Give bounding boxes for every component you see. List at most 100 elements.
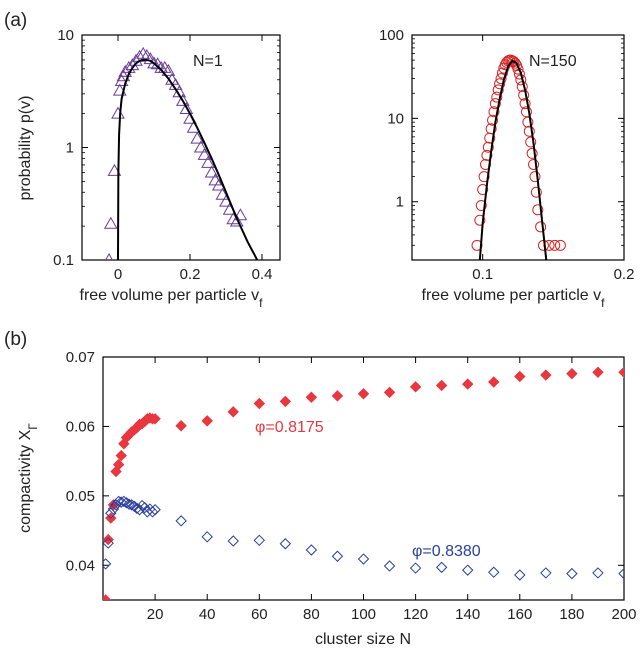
data-point-circle <box>523 125 535 137</box>
data-point-triangle <box>193 140 208 153</box>
data-point-triangle <box>175 93 190 106</box>
x-tick-label: 180 <box>559 606 584 623</box>
data-point-circle <box>495 73 507 85</box>
data-point-diamond-open <box>331 550 344 562</box>
panel-label-a: (a) <box>4 10 27 31</box>
data-point-diamond-open <box>305 544 318 556</box>
data-point-circle <box>487 114 499 126</box>
x-tick-label: 40 <box>199 606 216 623</box>
data-point-diamond-open <box>253 534 266 546</box>
data-point-diamond-open <box>115 496 127 508</box>
x-tick-label: 140 <box>455 606 480 623</box>
data-point-diamond-filled <box>103 533 114 546</box>
data-point-diamond-open <box>540 567 552 579</box>
data-point-triangle <box>104 252 114 260</box>
data-point-circle <box>554 239 566 251</box>
data-point-triangle <box>157 60 172 73</box>
plot-area <box>103 366 624 600</box>
data-point-circle <box>525 136 537 148</box>
data-point-circle <box>492 84 504 96</box>
data-point-diamond-open <box>201 531 213 543</box>
x-axis-label-subscript: f <box>259 296 263 310</box>
series-label: φ=0.8380 <box>412 543 481 560</box>
data-point-diamond-open <box>118 495 130 508</box>
data-point-diamond-open <box>618 567 624 580</box>
data-point-diamond-open <box>409 562 422 574</box>
x-axis-label: free volume per particle vf <box>80 287 264 310</box>
data-point-diamond-open <box>103 558 112 570</box>
x-tick-label: 200 <box>611 606 636 623</box>
series-label: φ=0.8175 <box>255 419 324 436</box>
data-point-diamond-open <box>227 535 239 547</box>
data-point-triangle <box>197 147 212 160</box>
x-axis-label-subscript: f <box>601 296 605 310</box>
y-tick-label: 1 <box>66 140 74 157</box>
chart-annotation: N=150 <box>529 53 577 70</box>
data-point-diamond-filled <box>115 449 127 462</box>
data-point-diamond-open <box>125 499 138 511</box>
x-tick-label: 60 <box>251 606 268 623</box>
data-point-diamond-open <box>514 569 526 581</box>
data-point-diamond-open <box>146 506 159 518</box>
data-point-diamond-filled <box>331 390 344 402</box>
x-tick-label: 120 <box>403 606 428 623</box>
data-point-circle <box>478 171 490 183</box>
data-point-triangle <box>147 56 161 69</box>
data-point-diamond-filled <box>566 367 578 380</box>
data-point-diamond-filled <box>409 381 422 393</box>
data-point-triangle <box>116 69 131 82</box>
data-point-triangle <box>233 208 248 221</box>
y-tick-label: 100 <box>379 27 404 44</box>
data-point-diamond-filled <box>110 465 122 478</box>
data-point-circle <box>488 106 500 118</box>
data-point-triangle <box>107 163 122 176</box>
x-axis-label: free volume per particle vf <box>422 287 606 310</box>
data-point-triangle <box>229 214 244 227</box>
y-tick-label: 10 <box>387 110 404 127</box>
data-point-diamond-filled <box>357 388 370 400</box>
x-tick-label: 0.1 <box>472 266 493 283</box>
x-tick-label: 0.2 <box>614 266 635 283</box>
y-tick-label: 0.06 <box>66 418 95 435</box>
data-point-triangle <box>161 63 176 76</box>
y-tick-label: 0.05 <box>66 488 95 505</box>
data-point-triangle <box>103 216 118 229</box>
data-point-circle <box>494 78 506 90</box>
x-tick-label: 100 <box>351 606 376 623</box>
data-point-circle <box>519 98 531 110</box>
fit-curve <box>117 58 259 260</box>
chart-annotation: N=1 <box>193 53 223 70</box>
data-point-circle <box>529 171 541 183</box>
data-point-circle <box>475 200 487 212</box>
data-point-diamond-open <box>105 507 117 519</box>
data-point-triangle <box>179 101 194 114</box>
data-point-diamond-filled <box>305 391 318 403</box>
data-point-circle <box>522 116 534 128</box>
chart-a-right: 0.1 0.2 1 10 100 free volume per particle vf N… <box>379 27 634 310</box>
x-tick-label: 20 <box>147 606 164 623</box>
data-point-circle <box>530 186 542 198</box>
y-tick-label: 0.04 <box>66 557 95 574</box>
data-point-diamond-filled <box>253 397 266 410</box>
data-point-diamond-filled <box>227 406 239 418</box>
data-point-circle <box>477 184 489 196</box>
data-point-diamond-open <box>357 553 370 565</box>
data-point-diamond-open <box>592 567 604 579</box>
y-tick-label: 0.1 <box>53 252 74 269</box>
x-tick-label: 0.4 <box>252 266 273 283</box>
plot-frame <box>411 34 625 261</box>
data-point-triangle <box>201 155 215 168</box>
data-point-triangle <box>136 46 151 59</box>
data-point-circle <box>518 89 530 101</box>
plot-area <box>471 54 566 260</box>
data-point-circle <box>485 123 497 135</box>
plot-area <box>103 46 259 260</box>
data-point-circle <box>532 204 544 216</box>
data-point-diamond-filled <box>435 379 448 392</box>
data-point-triangle <box>111 106 125 119</box>
data-point-diamond-open <box>110 499 122 511</box>
plot-frame <box>81 34 281 261</box>
data-point-circle <box>481 149 493 161</box>
x-axis-label: cluster size N <box>315 631 411 648</box>
data-point-triangle <box>190 131 205 144</box>
